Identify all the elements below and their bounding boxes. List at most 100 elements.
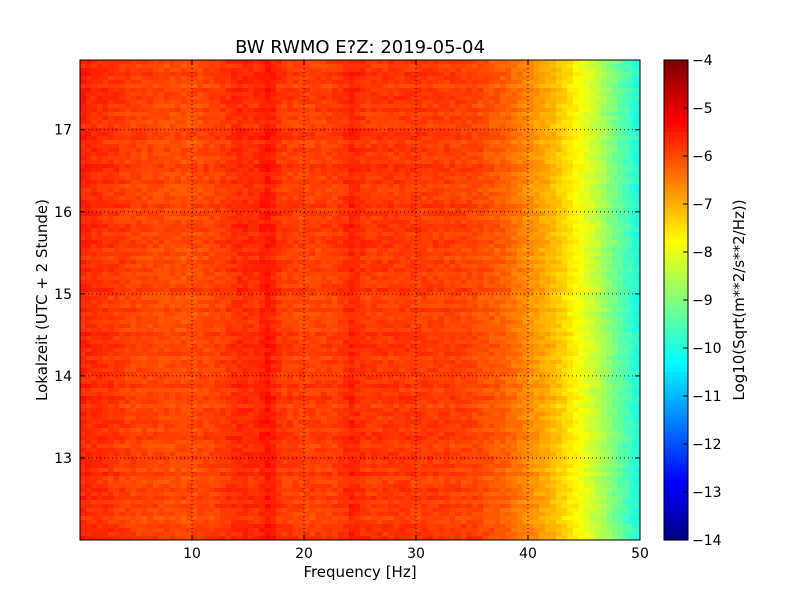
heatmap-cell [343, 168, 350, 173]
heatmap-cell [326, 120, 333, 125]
heatmap-cell [578, 144, 585, 149]
heatmap-cell [225, 144, 232, 149]
heatmap-cell [292, 60, 299, 65]
heatmap-cell [617, 184, 624, 189]
heatmap-cell [544, 132, 551, 137]
heatmap-cell [522, 128, 529, 133]
heatmap-cell [136, 108, 143, 113]
heatmap-cell [320, 208, 327, 213]
heatmap-cell [606, 168, 613, 173]
heatmap-cell [528, 72, 535, 77]
heatmap-cell [567, 132, 574, 137]
heatmap-cell [421, 80, 428, 85]
heatmap-cell [472, 180, 479, 185]
heatmap-cell [449, 216, 456, 221]
heatmap-cell [477, 180, 484, 185]
heatmap-cell [628, 204, 635, 209]
heatmap-cell [136, 132, 143, 137]
heatmap-cell [516, 68, 523, 73]
heatmap-cell [119, 248, 126, 253]
heatmap-cell [522, 228, 529, 233]
heatmap-cell [320, 108, 327, 113]
heatmap-cell [292, 80, 299, 85]
heatmap-cell [472, 60, 479, 65]
heatmap-cell [124, 60, 131, 65]
heatmap-cell [287, 252, 294, 257]
heatmap-cell [466, 60, 473, 65]
heatmap-cell [427, 128, 434, 133]
heatmap-cell [623, 92, 630, 97]
heatmap-cell [460, 216, 467, 221]
heatmap-cell [511, 164, 518, 169]
heatmap-cell [533, 256, 540, 261]
heatmap-cell [348, 96, 355, 101]
heatmap-cell [309, 172, 316, 177]
heatmap-cell [80, 128, 87, 133]
heatmap-cell [382, 160, 389, 165]
heatmap-cell [500, 216, 507, 221]
heatmap-cell [102, 100, 109, 105]
heatmap-cell [572, 224, 579, 229]
heatmap-cell [634, 172, 640, 177]
heatmap-cell [511, 176, 518, 181]
heatmap-cell [438, 88, 445, 93]
heatmap-cell [326, 184, 333, 189]
heatmap-cell [180, 100, 187, 105]
heatmap-cell [416, 168, 423, 173]
heatmap-cell [516, 200, 523, 205]
heatmap-cell [270, 88, 277, 93]
heatmap-cell [455, 252, 462, 257]
heatmap-cell [287, 132, 294, 137]
heatmap-cell [152, 132, 159, 137]
heatmap-cell [326, 212, 333, 217]
heatmap-cell [483, 236, 490, 241]
heatmap-cell [136, 228, 143, 233]
heatmap-cell [119, 76, 126, 81]
heatmap-cell [432, 136, 439, 141]
heatmap-cell [500, 172, 507, 177]
heatmap-cell [421, 256, 428, 261]
heatmap-cell [152, 244, 159, 249]
heatmap-cell [477, 100, 484, 105]
heatmap-cell [382, 180, 389, 185]
heatmap-cell [348, 208, 355, 213]
heatmap-cell [466, 140, 473, 145]
heatmap-cell [539, 72, 546, 77]
heatmap-cell [180, 156, 187, 161]
heatmap-cell [80, 120, 87, 125]
heatmap-cell [371, 196, 378, 201]
heatmap-cell [203, 180, 210, 185]
heatmap-cell [628, 216, 635, 221]
heatmap-cell [164, 152, 171, 157]
heatmap-cell [382, 188, 389, 193]
heatmap-cell [192, 252, 199, 257]
heatmap-cell [158, 232, 165, 237]
heatmap-cell [85, 172, 92, 177]
heatmap-cell [472, 176, 479, 181]
heatmap-cell [175, 152, 182, 157]
heatmap-cell [432, 68, 439, 73]
heatmap-cell [320, 60, 327, 65]
heatmap-cell [309, 212, 316, 217]
heatmap-cell [511, 120, 518, 125]
heatmap-cell [141, 176, 148, 181]
heatmap-cell [158, 136, 165, 141]
heatmap-cell [477, 92, 484, 97]
heatmap-cell [539, 112, 546, 117]
heatmap-cell [528, 80, 535, 85]
heatmap-cell [455, 232, 462, 237]
heatmap-cell [141, 88, 148, 93]
heatmap-cell [466, 168, 473, 173]
heatmap-cell [483, 108, 490, 113]
heatmap-cell [337, 204, 344, 209]
heatmap-cell [231, 172, 238, 177]
heatmap-cell [85, 212, 92, 217]
heatmap-cell [276, 228, 283, 233]
heatmap-cell [444, 148, 451, 153]
heatmap-cell [516, 112, 523, 117]
heatmap-cell [432, 124, 439, 129]
heatmap-cell [253, 228, 260, 233]
heatmap-cell [164, 116, 171, 121]
heatmap-cell [584, 220, 591, 225]
